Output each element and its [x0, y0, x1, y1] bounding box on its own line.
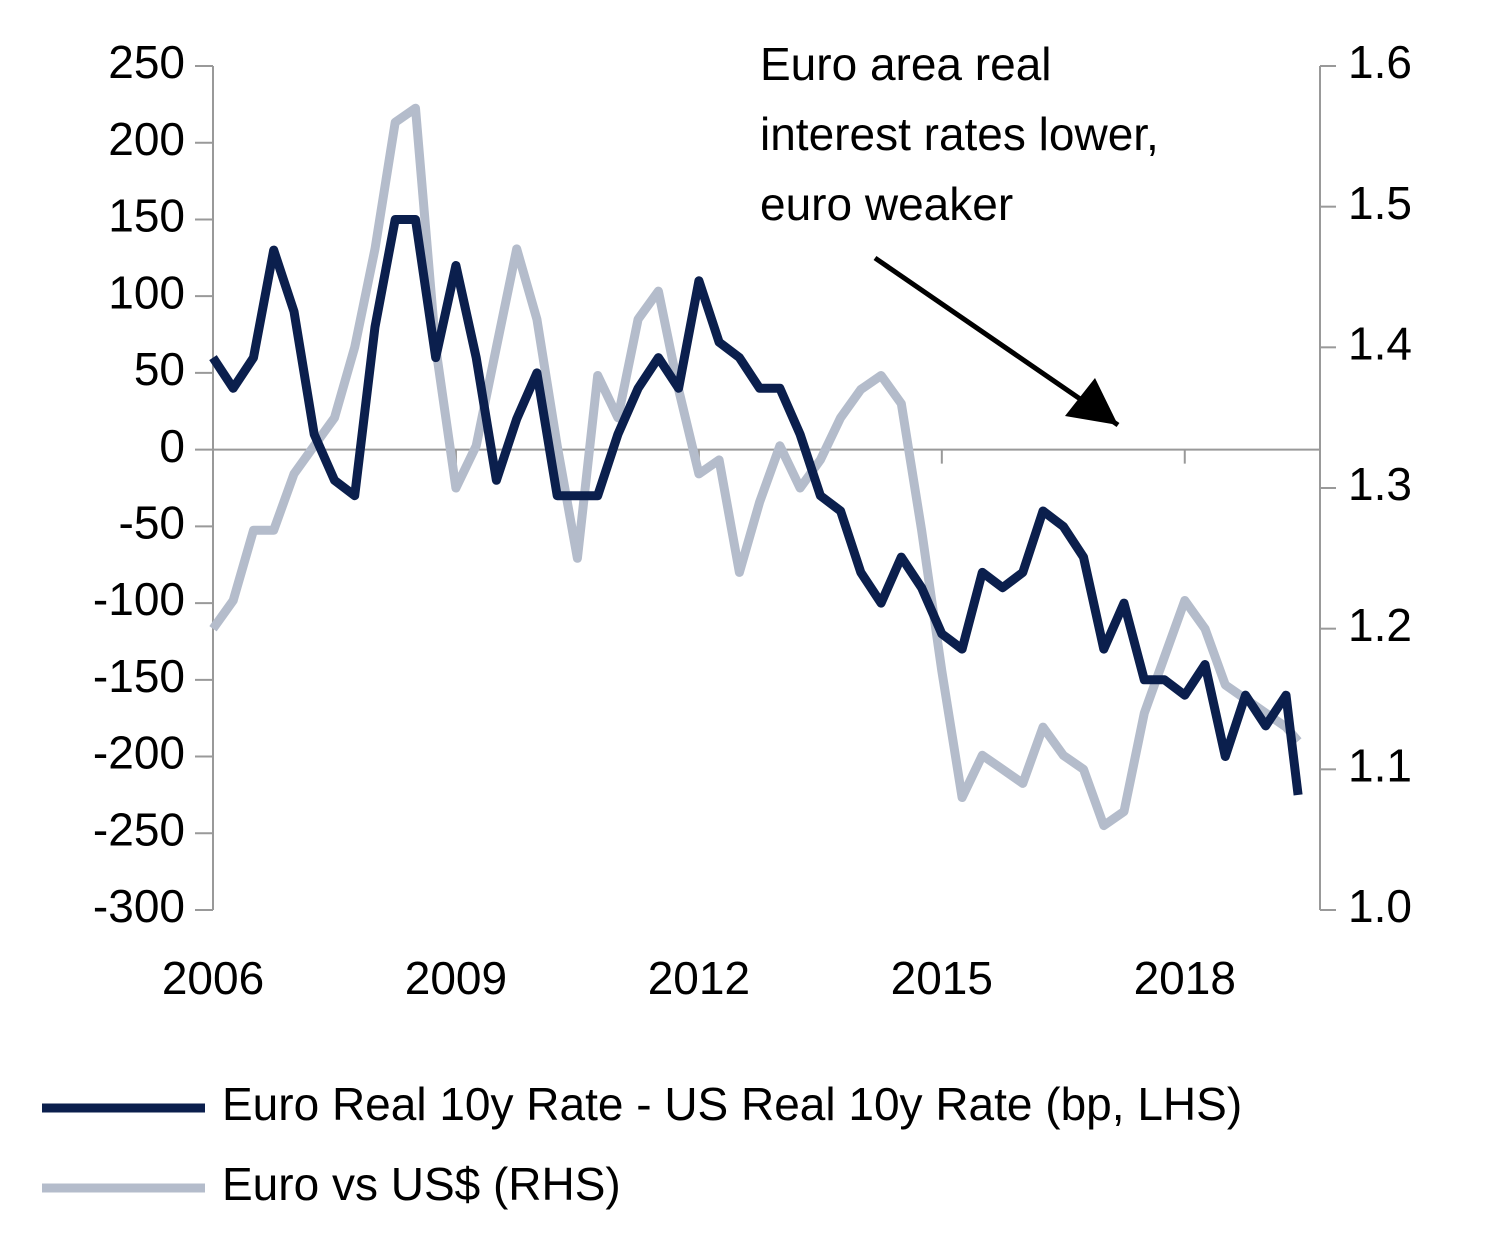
y-tick-label: -50 — [119, 497, 185, 549]
annotation-arrow — [873, 255, 1120, 428]
x-tick-label: 2018 — [1134, 952, 1236, 1004]
y-tick-label: 50 — [134, 343, 185, 395]
y-tick-label: -150 — [93, 650, 185, 702]
y-tick-label: -250 — [93, 803, 185, 855]
x-tick-label: 2009 — [405, 952, 507, 1004]
series-line — [209, 103, 1302, 831]
y-tick-label: -200 — [93, 727, 185, 779]
y2-tick-label: 1.5 — [1348, 177, 1412, 229]
arrow-head — [1065, 378, 1118, 425]
series-line — [209, 215, 1303, 796]
annotation: Euro area real — [760, 38, 1052, 90]
y-tick-label: 0 — [159, 420, 185, 472]
y2-tick-label: 1.0 — [1348, 880, 1412, 932]
x-tick-label: 2006 — [162, 952, 264, 1004]
y2-tick-label: 1.3 — [1348, 458, 1412, 510]
legend-label: Euro vs US$ (RHS) — [222, 1158, 621, 1210]
y-tick-label: 200 — [108, 113, 185, 165]
annotation: interest rates lower, — [760, 108, 1159, 160]
x-tick-label: 2012 — [648, 952, 750, 1004]
annotation: euro weaker — [760, 178, 1013, 230]
y-tick-label: -100 — [93, 573, 185, 625]
y-tick-label: 150 — [108, 190, 185, 242]
y-tick-label: -300 — [93, 880, 185, 932]
x-tick-label: 2015 — [891, 952, 993, 1004]
y2-tick-label: 1.2 — [1348, 599, 1412, 651]
y-tick-label: 100 — [108, 266, 185, 318]
y2-tick-label: 1.6 — [1348, 36, 1412, 88]
y-tick-label: 250 — [108, 36, 185, 88]
y2-tick-label: 1.1 — [1348, 739, 1412, 791]
y2-tick-label: 1.4 — [1348, 317, 1412, 369]
legend-label: Euro Real 10y Rate - US Real 10y Rate (b… — [222, 1078, 1242, 1130]
